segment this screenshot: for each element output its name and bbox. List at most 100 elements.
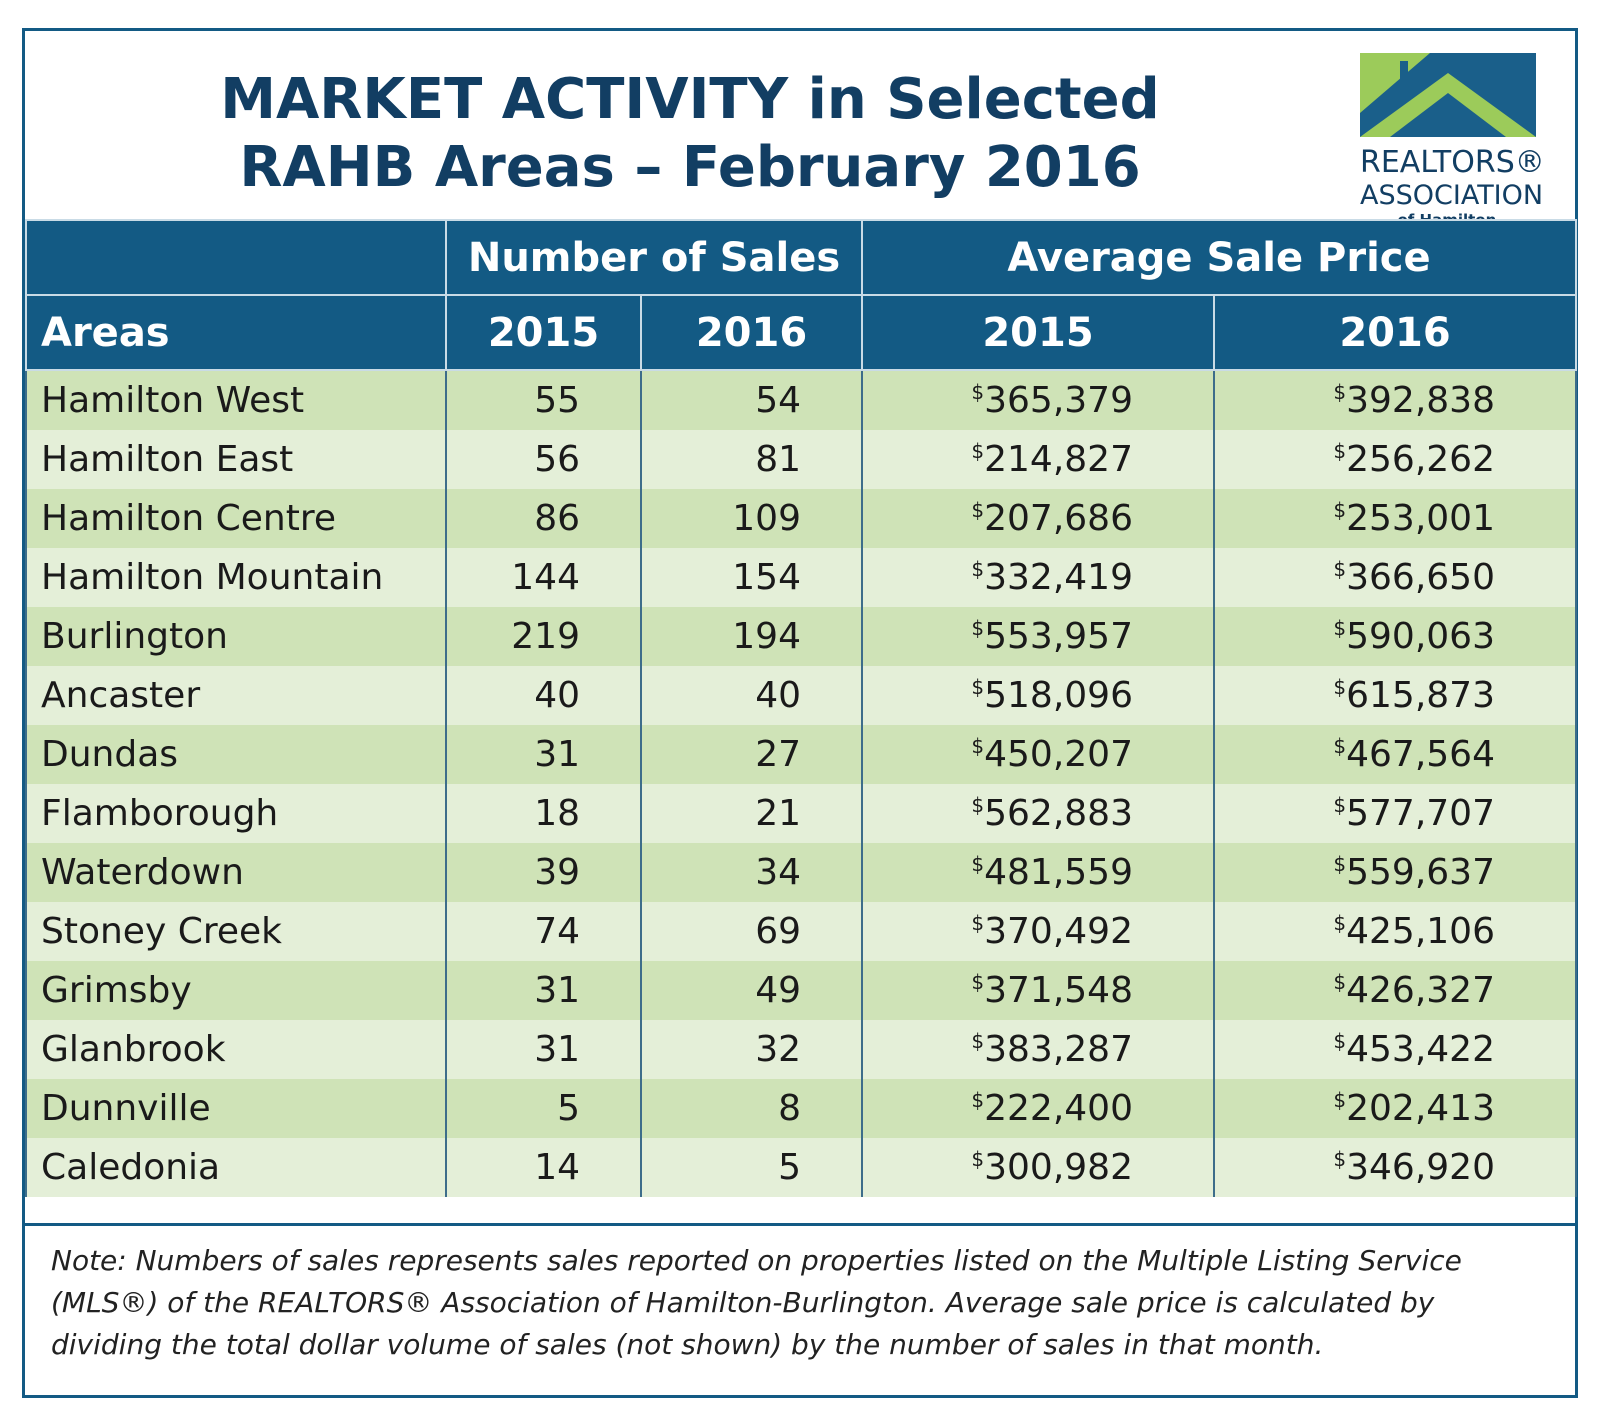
sales-cell: 55 (445, 370, 642, 430)
sales-cell: 194 (640, 607, 863, 666)
group-header: Number of Sales (445, 219, 863, 296)
table-row: Waterdown 39 34 $481,559 $559,637 (25, 843, 1577, 902)
price-cell: $453,422 (1213, 1020, 1577, 1079)
area-cell: Hamilton Centre (25, 489, 447, 548)
price-cell: $222,400 (861, 1079, 1215, 1138)
sales-cell: 34 (640, 843, 863, 902)
price-cell: $450,207 (861, 725, 1215, 784)
logo-mark (1360, 53, 1536, 137)
sales-cell: 31 (445, 725, 642, 784)
sales-cell: 27 (640, 725, 863, 784)
sales-cell: 109 (640, 489, 863, 548)
price-cell: $383,287 (861, 1020, 1215, 1079)
sales-cell: 40 (445, 666, 642, 725)
table-row: Dundas 31 27 $450,207 $467,564 (25, 725, 1577, 784)
table-row: Dunnville 5 8 $222,400 $202,413 (25, 1079, 1577, 1138)
sales-cell: 219 (445, 607, 642, 666)
table-row: Caledonia 14 5 $300,982 $346,920 (25, 1138, 1577, 1197)
sales-cell: 31 (445, 1020, 642, 1079)
price-cell: $425,106 (1213, 902, 1577, 961)
price-cell: $366,650 (1213, 548, 1577, 607)
sales-cell: 31 (445, 961, 642, 1020)
price-cell: $332,419 (861, 548, 1215, 607)
price-cell: $202,413 (1213, 1079, 1577, 1138)
table-row: Flamborough 18 21 $562,883 $577,707 (25, 784, 1577, 843)
price-cell: $562,883 (861, 784, 1215, 843)
sales-cell: 144 (445, 548, 642, 607)
sales-cell: 40 (640, 666, 863, 725)
column-header: Areas (25, 294, 447, 371)
price-cell: $256,262 (1213, 430, 1577, 489)
group-header: Average Sale Price (861, 219, 1577, 296)
table-row: Hamilton Centre 86 109 $207,686 $253,001 (25, 489, 1577, 548)
area-cell: Burlington (25, 607, 447, 666)
area-cell: Hamilton Mountain (25, 548, 447, 607)
price-cell: $371,548 (861, 961, 1215, 1020)
sales-cell: 86 (445, 489, 642, 548)
sales-cell: 8 (640, 1079, 863, 1138)
area-cell: Hamilton East (25, 430, 447, 489)
area-cell: Glanbrook (25, 1020, 447, 1079)
price-cell: $214,827 (861, 430, 1215, 489)
table-row: Burlington 219 194 $553,957 $590,063 (25, 607, 1577, 666)
sales-cell: 49 (640, 961, 863, 1020)
area-cell: Grimsby (25, 961, 447, 1020)
table-row: Ancaster 40 40 $518,096 $615,873 (25, 666, 1577, 725)
price-cell: $577,707 (1213, 784, 1577, 843)
table-row: Stoney Creek 74 69 $370,492 $425,106 (25, 902, 1577, 961)
area-cell: Stoney Creek (25, 902, 447, 961)
price-cell: $365,379 (861, 370, 1215, 430)
sales-cell: 21 (640, 784, 863, 843)
table-row: Glanbrook 31 32 $383,287 $453,422 (25, 1020, 1577, 1079)
blank-header (25, 219, 447, 296)
sales-cell: 69 (640, 902, 863, 961)
price-cell: $370,492 (861, 902, 1215, 961)
area-cell: Dundas (25, 725, 447, 784)
column-header: 2015 (445, 294, 642, 371)
note: Note: Numbers of sales represents sales … (25, 1223, 1575, 1380)
sales-cell: 54 (640, 370, 863, 430)
price-cell: $559,637 (1213, 843, 1577, 902)
logo-text: ASSOCIATION (1360, 180, 1544, 211)
sales-cell: 39 (445, 843, 642, 902)
price-cell: $590,063 (1213, 607, 1577, 666)
logo: REALTORS® ASSOCIATION of Hamilton-Burlin… (1360, 53, 1545, 247)
data-table: Number of Sales Average Sale Price Areas… (25, 219, 1577, 1197)
logo-text: REALTORS® (1360, 145, 1545, 180)
price-cell: $518,096 (861, 666, 1215, 725)
area-cell: Ancaster (25, 666, 447, 725)
table-row: Grimsby 31 49 $371,548 $426,327 (25, 961, 1577, 1020)
sales-cell: 18 (445, 784, 642, 843)
sales-cell: 32 (640, 1020, 863, 1079)
price-cell: $392,838 (1213, 370, 1577, 430)
table-row: Hamilton West 55 54 $365,379 $392,838 (25, 370, 1577, 430)
header: MARKET ACTIVITY in Selected RAHB Areas –… (25, 31, 1575, 247)
frame: MARKET ACTIVITY in Selected RAHB Areas –… (22, 28, 1578, 1398)
price-cell: $481,559 (861, 843, 1215, 902)
sales-cell: 5 (640, 1138, 863, 1197)
sales-cell: 154 (640, 548, 863, 607)
table-row: Hamilton Mountain 144 154 $332,419 $366,650 (25, 548, 1577, 607)
price-cell: $300,982 (861, 1138, 1215, 1197)
area-cell: Waterdown (25, 843, 447, 902)
price-cell: $467,564 (1213, 725, 1577, 784)
price-cell: $615,873 (1213, 666, 1577, 725)
sales-cell: 74 (445, 902, 642, 961)
title-line: RAHB Areas – February 2016 (239, 135, 1141, 200)
sales-cell: 14 (445, 1138, 642, 1197)
sales-cell: 56 (445, 430, 642, 489)
price-cell: $553,957 (861, 607, 1215, 666)
column-header: 2016 (1213, 294, 1577, 371)
column-header: 2016 (640, 294, 863, 371)
column-header: 2015 (861, 294, 1215, 371)
table-row: Hamilton East 56 81 $214,827 $256,262 (25, 430, 1577, 489)
price-cell: $253,001 (1213, 489, 1577, 548)
price-cell: $426,327 (1213, 961, 1577, 1020)
price-cell: $207,686 (861, 489, 1215, 548)
sales-cell: 5 (445, 1079, 642, 1138)
area-cell: Dunnville (25, 1079, 447, 1138)
sales-cell: 81 (640, 430, 863, 489)
price-cell: $346,920 (1213, 1138, 1577, 1197)
area-cell: Flamborough (25, 784, 447, 843)
